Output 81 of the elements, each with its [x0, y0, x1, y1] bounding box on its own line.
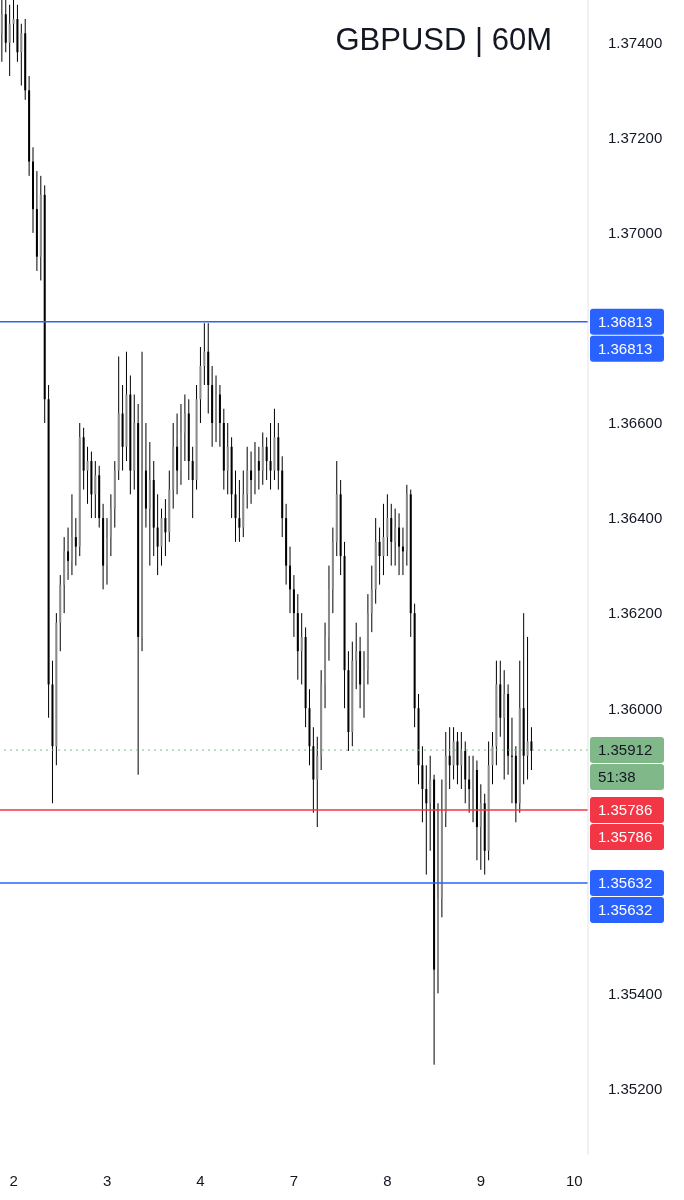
text: 1.36813	[598, 339, 653, 357]
candlestick	[238, 479, 241, 543]
candlestick	[253, 441, 256, 495]
text: 1.35786	[598, 827, 653, 845]
candlestick	[491, 731, 494, 785]
candlestick	[289, 546, 292, 614]
candlestick	[479, 783, 482, 871]
candlestick	[257, 446, 260, 491]
y-tick-label: 1.36200	[608, 604, 663, 622]
x-tick-label: 8	[383, 1171, 392, 1189]
x-tick-label: 2	[9, 1171, 18, 1189]
ref-line-label: 1.35786	[598, 800, 653, 818]
candlestick	[67, 527, 70, 581]
candlestick	[269, 422, 272, 491]
candlestick	[452, 726, 455, 781]
y-tick-label: 1.36600	[608, 414, 663, 432]
y-tick-label: 1.35400	[608, 984, 663, 1002]
candlestick	[386, 493, 389, 557]
candlestick	[355, 622, 358, 690]
candlestick	[363, 650, 365, 719]
candlestick	[468, 755, 471, 814]
candlestick	[382, 503, 385, 576]
candlestick	[456, 731, 459, 785]
x-tick-label: 7	[289, 1171, 299, 1189]
candlestick	[86, 446, 89, 505]
y-tick-label: 1.37400	[608, 34, 663, 52]
candlestick	[32, 146, 35, 234]
candlestick	[292, 574, 295, 638]
candlestick	[183, 394, 186, 462]
candlestick	[164, 498, 167, 557]
candlestick	[246, 446, 249, 510]
candlestick	[390, 503, 393, 567]
candlestick	[0, 0, 3, 63]
candlestick	[265, 436, 268, 481]
y-tick-label: 1.36400	[608, 509, 663, 527]
ref-line-label: 1.35632	[598, 874, 653, 892]
ref-line-label: 1.35912	[598, 741, 653, 759]
candlestick	[176, 413, 179, 495]
candlestick	[234, 470, 237, 543]
candlestick	[316, 736, 319, 828]
candlestick	[421, 745, 424, 823]
candlestick	[8, 4, 11, 77]
y-tick-label: 1.36000	[608, 699, 663, 717]
ref-line-label: 1.36813	[598, 312, 653, 330]
candlestick	[425, 764, 428, 876]
text: 51:38	[598, 768, 636, 786]
candlestick	[398, 512, 401, 576]
candlestick	[370, 565, 373, 633]
candlestick	[510, 717, 513, 804]
candlestick	[106, 517, 108, 586]
y-tick-label: 1.37200	[608, 129, 663, 147]
text: 1.35632	[598, 901, 653, 919]
text: GBPUSD | 60M	[335, 22, 552, 58]
candlestick	[429, 755, 432, 852]
candlestick	[250, 451, 253, 505]
candlestick	[448, 726, 451, 790]
candlestick	[261, 432, 264, 486]
candlestick	[436, 802, 439, 994]
x-tick-label: 3	[102, 1171, 112, 1189]
x-tick-label: 10	[566, 1171, 583, 1189]
candlestick	[20, 23, 23, 87]
candlestick	[526, 636, 529, 781]
y-tick-label: 1.37000	[608, 224, 663, 242]
candlestick	[226, 422, 229, 495]
candlestick	[472, 755, 475, 823]
x-tick-label: 9	[476, 1171, 486, 1189]
candlestick	[378, 527, 381, 586]
x-tick-label: 4	[196, 1171, 205, 1189]
candlestick	[191, 446, 194, 519]
y-tick-label: 1.35200	[608, 1079, 663, 1097]
candlestick	[300, 612, 303, 685]
candlestick	[70, 493, 73, 576]
candlestick	[94, 460, 97, 519]
candlestick	[530, 726, 533, 771]
candlestick	[179, 403, 182, 486]
candlestick	[203, 322, 206, 386]
candlestick	[156, 493, 159, 576]
candlestick	[503, 669, 506, 781]
candlestick	[74, 517, 77, 567]
candlestick	[394, 508, 397, 567]
candlestick	[460, 731, 463, 790]
